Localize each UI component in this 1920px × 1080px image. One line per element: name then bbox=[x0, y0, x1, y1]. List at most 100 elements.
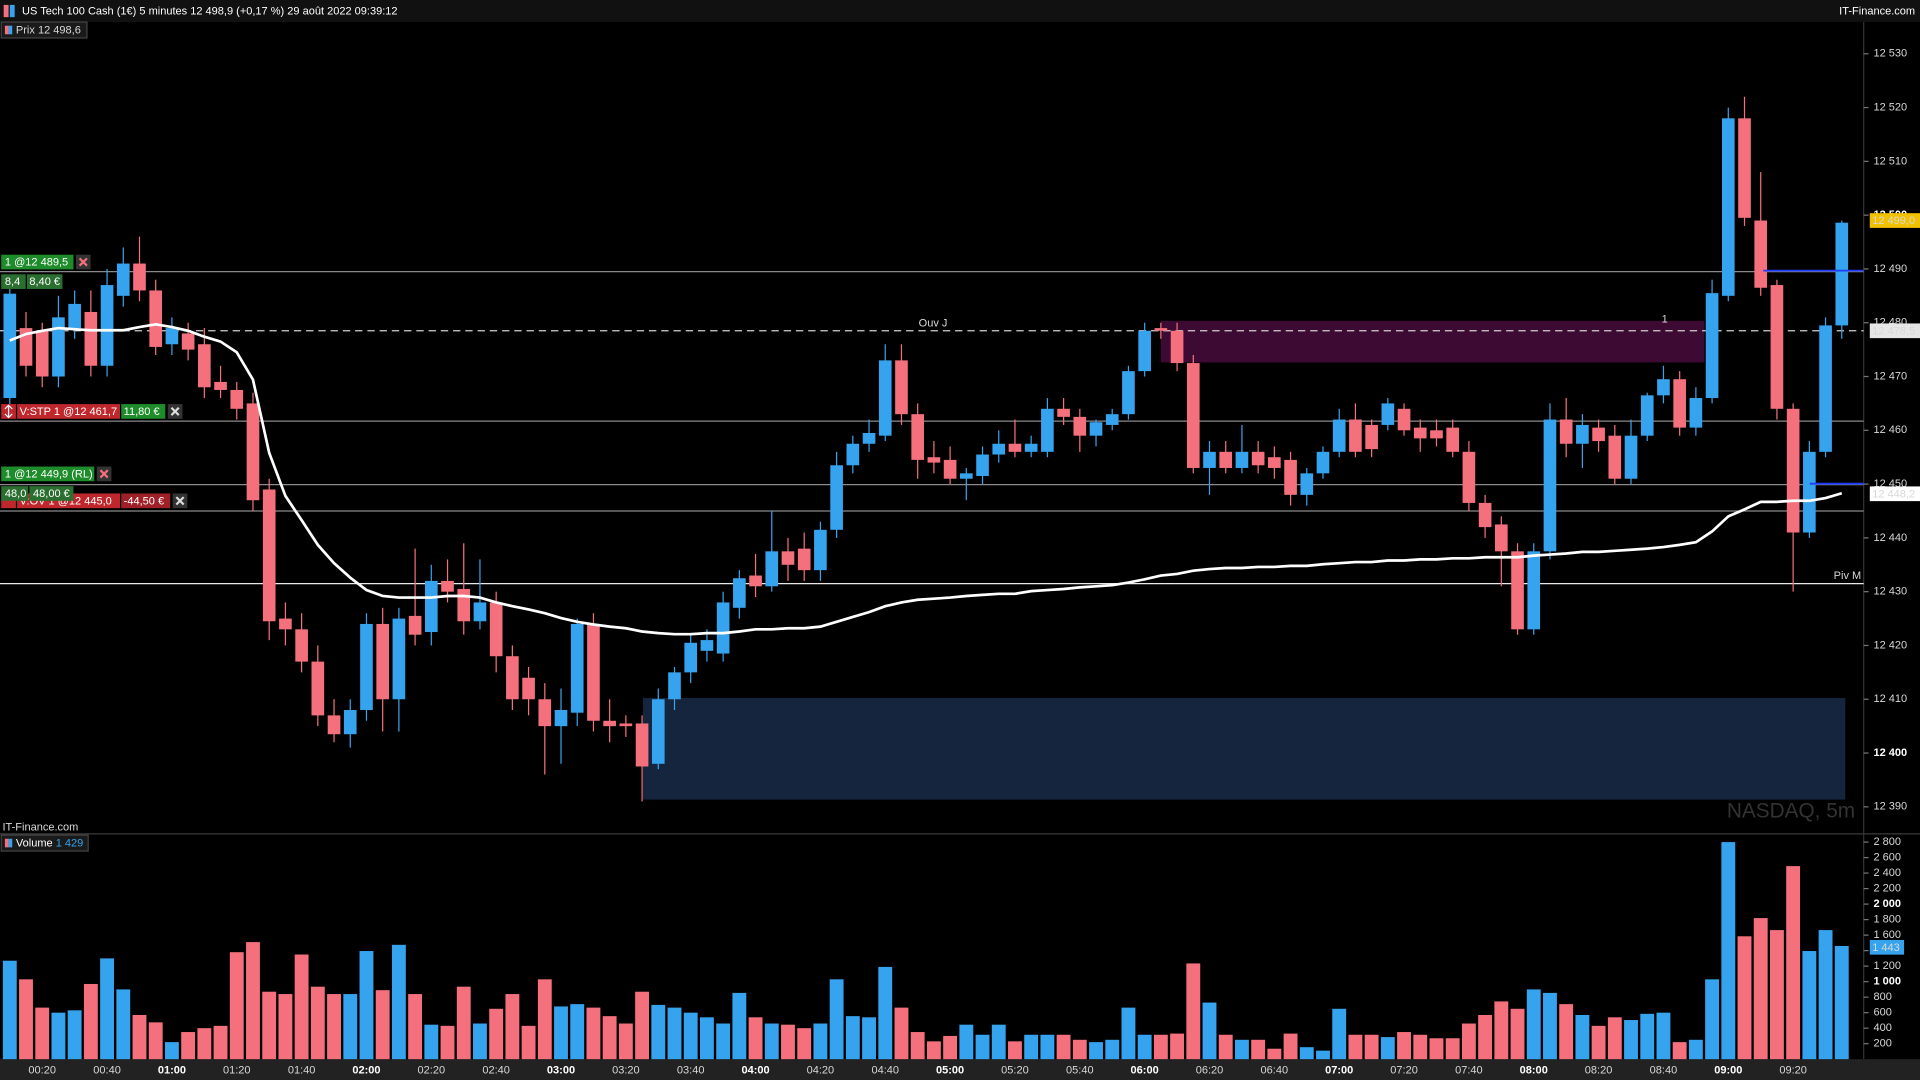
candle-body bbox=[1738, 118, 1751, 218]
volume-bar bbox=[1299, 1047, 1314, 1060]
candle-body bbox=[1073, 416, 1087, 436]
time-axis-bg bbox=[0, 1059, 1920, 1080]
volume-bar bbox=[1283, 1033, 1298, 1060]
volume-bar bbox=[1786, 866, 1801, 1060]
legend-icon bbox=[4, 838, 9, 848]
y-tick-label: 12 510 bbox=[1873, 155, 1907, 167]
volume-bar bbox=[813, 1023, 828, 1060]
candle-body bbox=[1397, 408, 1411, 431]
close-button[interactable] bbox=[96, 466, 112, 482]
volume-bar bbox=[1153, 1034, 1168, 1060]
volume-bar bbox=[197, 1028, 212, 1060]
candle-body bbox=[230, 389, 244, 409]
close-button[interactable] bbox=[167, 404, 183, 419]
volume-bar bbox=[1575, 1014, 1590, 1060]
volume-bar bbox=[1510, 1008, 1525, 1060]
candle-body bbox=[1203, 451, 1216, 468]
close-button[interactable] bbox=[172, 493, 188, 509]
legend-icon bbox=[8, 25, 13, 35]
candle-body bbox=[976, 454, 989, 477]
volume-bar bbox=[1137, 1034, 1152, 1060]
order-a: 1 @12 489,5 8,4 8,40 € bbox=[1, 254, 91, 289]
y-tick-label: 12 410 bbox=[1873, 693, 1907, 705]
price-tag-label: 12 499,0 bbox=[1872, 215, 1915, 227]
x-tick-label: 02:40 bbox=[482, 1065, 510, 1077]
volume-bar bbox=[1640, 1013, 1655, 1060]
x-tick-label: 03:20 bbox=[612, 1065, 640, 1077]
candle-body bbox=[927, 457, 941, 463]
candle-body bbox=[538, 699, 552, 727]
volume-bar bbox=[1170, 1033, 1185, 1060]
candle-body bbox=[1786, 408, 1800, 533]
x-tick-label: 01:00 bbox=[158, 1065, 186, 1077]
volume-bar bbox=[1624, 1020, 1638, 1060]
candle-body bbox=[246, 403, 260, 501]
candle-body bbox=[1170, 330, 1184, 364]
order-b: V:STP 1 @12 461,7 11,80 € bbox=[1, 404, 183, 419]
candle-body bbox=[116, 263, 130, 296]
volume-bar bbox=[991, 1024, 1006, 1060]
close-button[interactable] bbox=[75, 254, 91, 270]
volume-bar bbox=[959, 1024, 974, 1060]
volume-bar bbox=[148, 1022, 163, 1060]
volume-bar bbox=[618, 1023, 633, 1060]
candle-body bbox=[1819, 325, 1832, 452]
volume-bar bbox=[878, 966, 893, 1060]
volume-bar bbox=[213, 1025, 228, 1060]
candle-body bbox=[570, 623, 584, 713]
candle-body bbox=[133, 263, 146, 291]
candle-body bbox=[1186, 363, 1200, 468]
candle-body bbox=[376, 623, 390, 700]
volume-bar bbox=[1591, 1025, 1606, 1060]
candle-body bbox=[733, 578, 746, 608]
volume-bar bbox=[116, 989, 131, 1060]
volume-tag bbox=[1869, 939, 1905, 955]
legend-icon bbox=[8, 838, 13, 848]
candle-body bbox=[1494, 524, 1508, 552]
candle-body bbox=[1219, 451, 1233, 468]
volume-bar bbox=[1040, 1034, 1055, 1060]
volume-bar bbox=[489, 1008, 504, 1060]
candle-body bbox=[522, 677, 535, 700]
volume-bar bbox=[1024, 1034, 1039, 1060]
volume-bar bbox=[2, 960, 17, 1060]
y-tick-label: 2 200 bbox=[1873, 883, 1901, 895]
legend: Prix 12 498,6 bbox=[16, 25, 81, 37]
volume-bar bbox=[699, 1017, 714, 1060]
candle-body bbox=[1138, 330, 1151, 372]
volume-bar bbox=[1461, 1023, 1476, 1060]
volume-bar bbox=[408, 994, 423, 1060]
candle-body bbox=[360, 623, 373, 711]
price-tag bbox=[1869, 323, 1920, 339]
candle-body bbox=[700, 640, 714, 651]
volume-bar bbox=[1672, 1042, 1687, 1060]
volume-bar bbox=[570, 1004, 585, 1060]
candle-body bbox=[1608, 435, 1622, 479]
volume-bar bbox=[797, 1028, 812, 1060]
y-tick-label: 12 390 bbox=[1873, 801, 1907, 813]
candle-body bbox=[1446, 427, 1460, 452]
y-tick-label: 12 430 bbox=[1873, 586, 1907, 598]
candle-body bbox=[1413, 427, 1427, 439]
price-tag bbox=[1869, 213, 1920, 228]
x-tick-label: 03:40 bbox=[677, 1065, 705, 1077]
candle-body bbox=[84, 311, 98, 366]
volume-bar bbox=[1607, 1017, 1622, 1060]
y-tick-label: 2 600 bbox=[1873, 851, 1901, 863]
volume-bar bbox=[926, 1041, 941, 1060]
volume-bar bbox=[1526, 989, 1541, 1060]
x-tick-label: 01:40 bbox=[288, 1065, 316, 1077]
volume-bar bbox=[943, 1035, 958, 1060]
volume-bar bbox=[262, 991, 277, 1060]
candle-body bbox=[619, 723, 633, 727]
candle-body bbox=[52, 317, 65, 377]
volume-bar bbox=[894, 1007, 909, 1060]
candle-body bbox=[165, 328, 179, 345]
candle-body bbox=[1673, 379, 1686, 428]
y-tick-label: 200 bbox=[1873, 1038, 1891, 1050]
candle-body bbox=[1365, 424, 1378, 450]
volume-bar bbox=[586, 1007, 601, 1060]
x-tick-label: 02:00 bbox=[352, 1065, 380, 1077]
volume-bar bbox=[294, 954, 309, 1060]
